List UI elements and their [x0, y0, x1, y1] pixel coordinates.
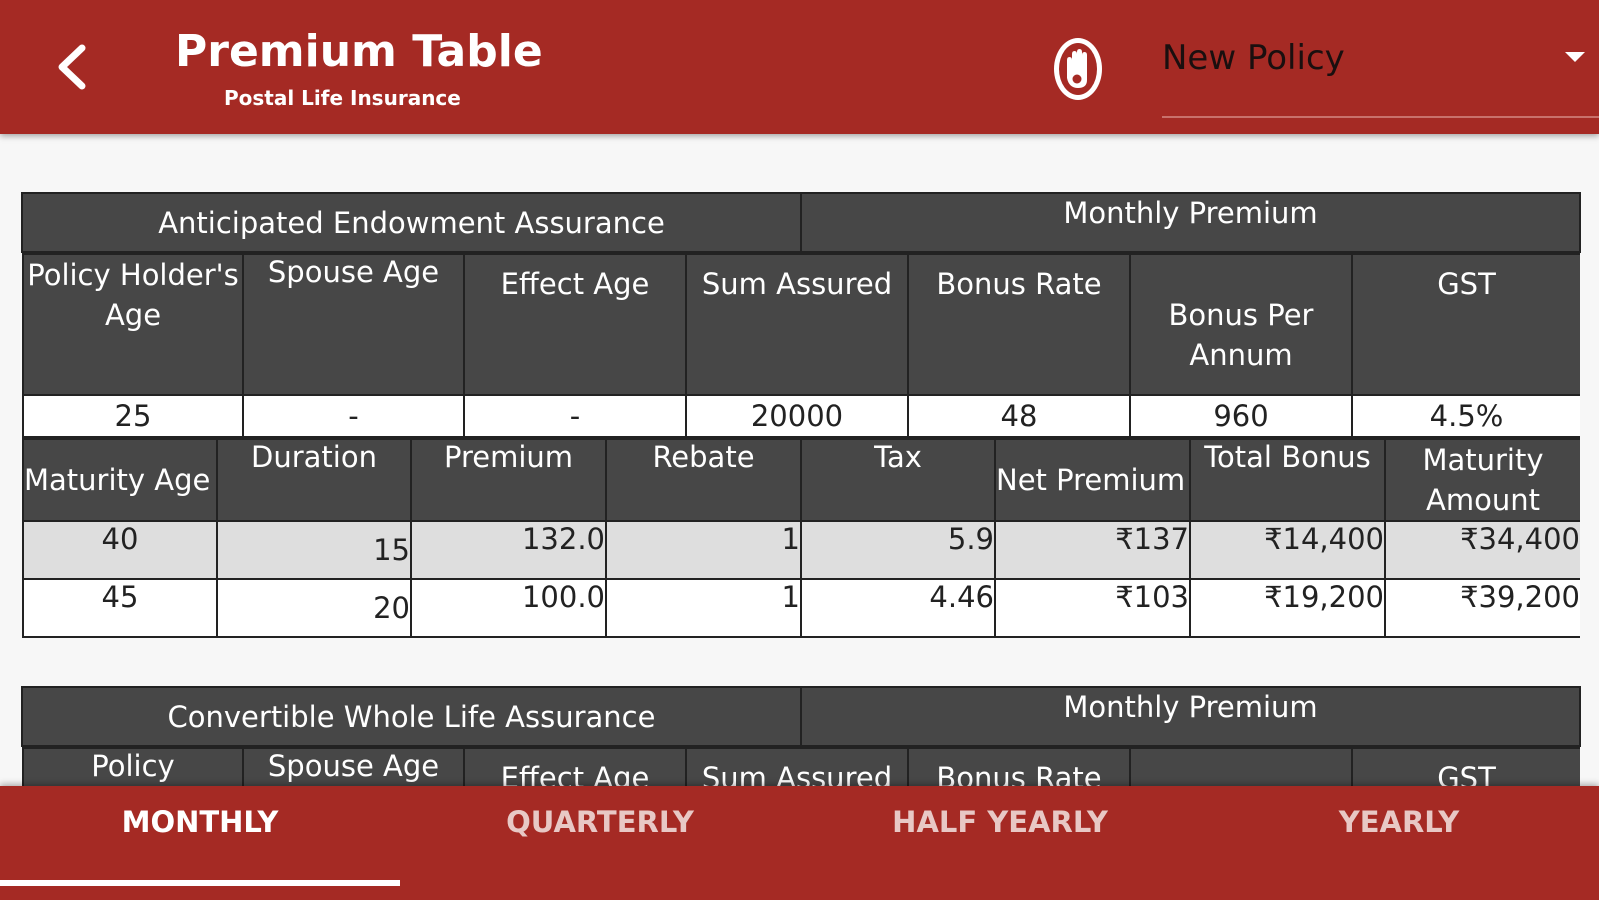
- cell-premium: 100.0: [410, 578, 607, 638]
- plan-name: Convertible Whole Life Assurance: [21, 686, 802, 747]
- active-tab-indicator: [0, 880, 400, 886]
- cell-premium: 132.0: [410, 520, 607, 580]
- frequency-tab-bar: MONTHLY QUARTERLY HALF YEARLY YEARLY: [0, 786, 1599, 900]
- info-header-row: Policy Spouse Age Effect Age Sum Assured…: [22, 747, 1580, 786]
- table-title-row: Anticipated Endowment Assurance Monthly …: [21, 192, 1581, 253]
- cell-tax: 4.46: [800, 578, 996, 638]
- cell-maturity-age: 45: [22, 578, 218, 638]
- cell-total-bonus: ₹19,200: [1189, 578, 1386, 638]
- header-spouse-age: Spouse Age: [242, 747, 465, 786]
- plan-name: Anticipated Endowment Assurance: [21, 192, 802, 253]
- value-gst: 4.5%: [1351, 394, 1580, 438]
- cell-rebate: 1: [605, 520, 802, 580]
- tab-half-yearly[interactable]: HALF YEARLY: [892, 805, 1108, 839]
- header-tax: Tax: [800, 438, 996, 522]
- cell-duration: 20: [216, 578, 412, 638]
- header-spouse-age: Spouse Age: [242, 253, 465, 396]
- header-duration: Duration: [216, 438, 412, 522]
- info-header-row: Policy Holder's Age Spouse Age Effect Ag…: [22, 253, 1580, 396]
- header-maturity-age: Maturity Age: [22, 438, 218, 522]
- premium-table-convertible-whole-life: Convertible Whole Life Assurance Monthly…: [21, 686, 1581, 786]
- premium-table-anticipated-endowment: Anticipated Endowment Assurance Monthly …: [21, 192, 1581, 638]
- result-header-row: Maturity Age Duration Premium Rebate Tax…: [22, 438, 1580, 522]
- policy-info-table: Policy Spouse Age Effect Age Sum Assured…: [22, 747, 1580, 786]
- header-total-bonus: Total Bonus: [1189, 438, 1386, 522]
- header-sum-assured: Sum Assured: [685, 747, 909, 786]
- cell-net-premium: ₹103: [994, 578, 1191, 638]
- cell-tax: 5.9: [800, 520, 996, 580]
- cell-duration: 15: [216, 520, 412, 580]
- table-row: 40 15 132.0 1 5.9 ₹137 ₹14,400 ₹34,400: [22, 520, 1580, 580]
- info-value-row: 25 - - 20000 48 960 4.5%: [22, 394, 1580, 438]
- header-effect-age: Effect Age: [463, 253, 687, 396]
- header-bonus-per-annum: [1129, 747, 1353, 786]
- header-gst: GST: [1351, 253, 1580, 396]
- back-arrow-icon[interactable]: [44, 36, 106, 98]
- value-policy-holders-age: 25: [22, 394, 244, 438]
- tab-yearly[interactable]: YEARLY: [1338, 805, 1460, 839]
- tab-quarterly[interactable]: QUARTERLY: [506, 805, 694, 839]
- cell-maturity-age: 40: [22, 520, 218, 580]
- value-bonus-per-annum: 960: [1129, 394, 1353, 438]
- header-net-premium: Net Premium: [994, 438, 1191, 522]
- caret-down-icon: [1565, 52, 1585, 62]
- value-spouse-age: -: [242, 394, 465, 438]
- cell-maturity-amount: ₹39,200: [1384, 578, 1580, 638]
- cell-maturity-amount: ₹34,400: [1384, 520, 1580, 580]
- policy-info-table: Policy Holder's Age Spouse Age Effect Ag…: [22, 253, 1580, 438]
- header-rebate: Rebate: [605, 438, 802, 522]
- header-bonus-rate: Bonus Rate: [907, 747, 1131, 786]
- value-bonus-rate: 48: [907, 394, 1131, 438]
- value-sum-assured: 20000: [685, 394, 909, 438]
- header-bonus-rate: Bonus Rate: [907, 253, 1131, 396]
- header-policy-holders-age: Policy Holder's Age: [22, 253, 244, 396]
- policy-type-value: New Policy: [1162, 38, 1345, 78]
- header-policy-holders-age: Policy: [22, 747, 244, 786]
- header-bonus-per-annum: Bonus Per Annum: [1129, 253, 1353, 396]
- premium-table-list[interactable]: Anticipated Endowment Assurance Monthly …: [0, 134, 1599, 786]
- header-sum-assured: Sum Assured: [685, 253, 909, 396]
- page-subtitle: Postal Life Insurance: [224, 86, 461, 110]
- maturity-results-table: Maturity Age Duration Premium Rebate Tax…: [22, 438, 1580, 638]
- header-effect-age: Effect Age: [463, 747, 687, 786]
- cell-rebate: 1: [605, 578, 802, 638]
- tab-monthly[interactable]: MONTHLY: [121, 805, 279, 839]
- header-premium: Premium: [410, 438, 607, 522]
- table-row: 45 20 100.0 1 4.46 ₹103 ₹19,200 ₹39,200: [22, 578, 1580, 638]
- header-maturity-amount: Maturity Amount: [1384, 438, 1580, 522]
- app-header: Premium Table Postal Life Insurance New …: [0, 0, 1599, 134]
- premium-mode: Monthly Premium: [800, 192, 1581, 253]
- postal-logo-icon: [1054, 38, 1102, 100]
- policy-type-dropdown[interactable]: New Policy: [1162, 30, 1599, 118]
- header-gst: GST: [1351, 747, 1580, 786]
- cell-net-premium: ₹137: [994, 520, 1191, 580]
- premium-mode: Monthly Premium: [800, 686, 1581, 747]
- cell-total-bonus: ₹14,400: [1189, 520, 1386, 580]
- table-title-row: Convertible Whole Life Assurance Monthly…: [21, 686, 1581, 747]
- page-title: Premium Table: [175, 26, 543, 77]
- value-effect-age: -: [463, 394, 687, 438]
